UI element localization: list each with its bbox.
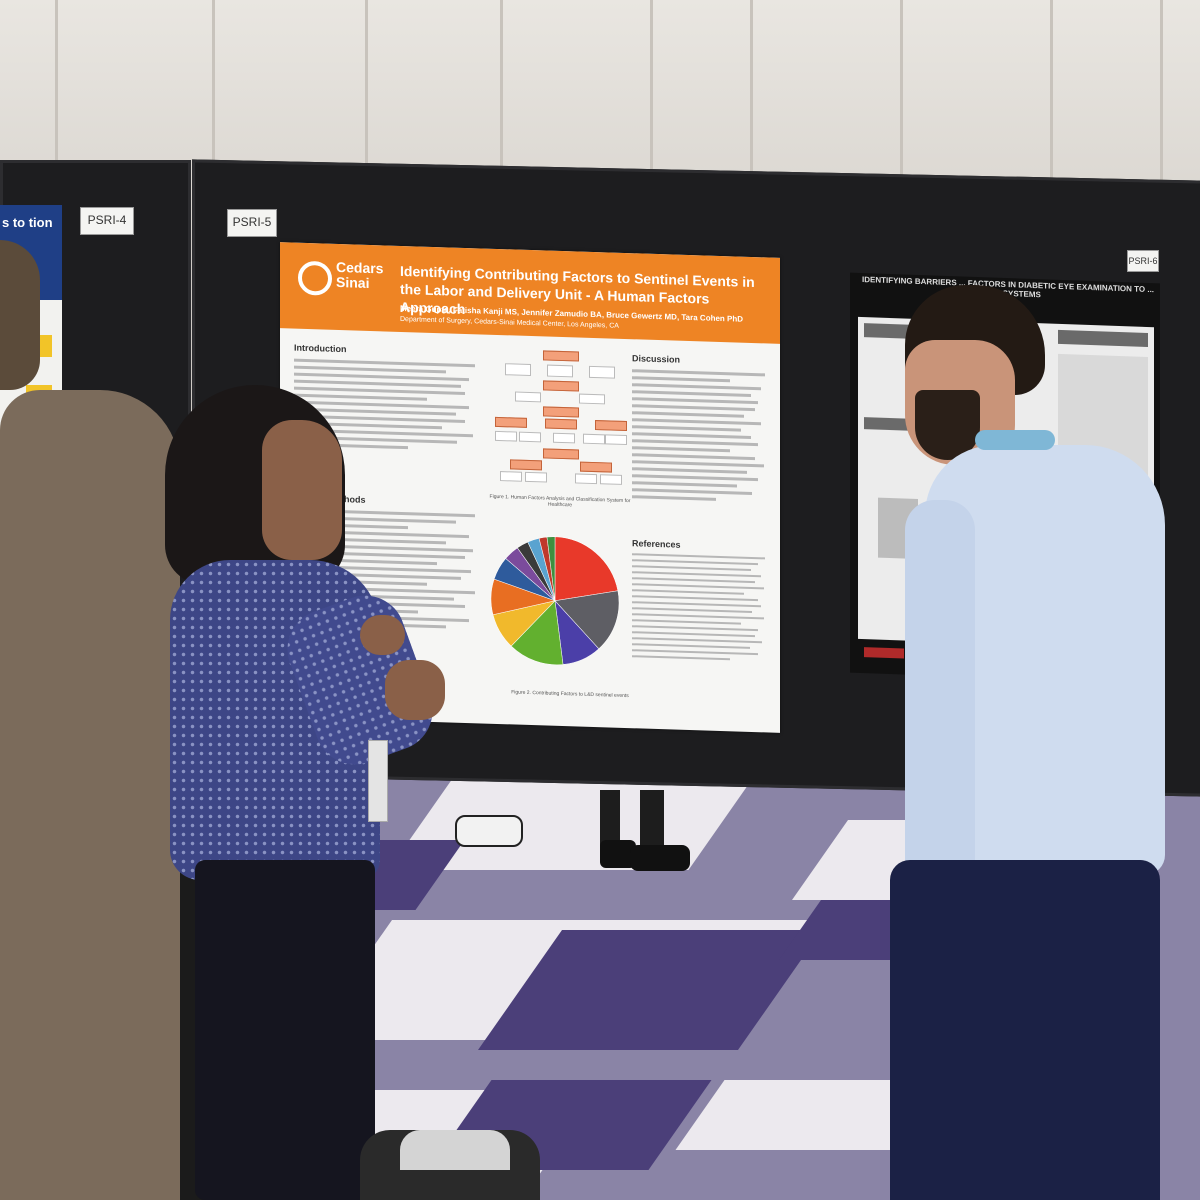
pie-slice: [510, 600, 564, 666]
main-poster: Cedars Sinai Identifying Contributing Fa…: [280, 242, 780, 733]
bag: [400, 1130, 510, 1170]
references-text: [632, 553, 772, 665]
figure1-caption: Figure 1. Human Factors Analysis and Cla…: [489, 493, 631, 509]
pie-slice: [546, 536, 556, 601]
board-tag-right: PSRI-6: [1127, 250, 1159, 272]
presenter-hand: [385, 660, 445, 720]
discussion-text: [632, 369, 772, 506]
figure2-caption: Figure 2. Contributing Factors to L&D se…: [511, 689, 629, 700]
wall-seam: [212, 0, 215, 230]
presenter-face: [262, 420, 342, 560]
wall-seam: [1050, 0, 1053, 230]
lanyard: [975, 430, 1055, 450]
wall-seam: [500, 0, 503, 230]
pie-slice: [554, 590, 620, 650]
person-left: [0, 390, 180, 1200]
presenter-pants: [195, 860, 375, 1200]
hfacs-diagram: [495, 349, 627, 493]
wall-seam: [55, 0, 58, 230]
presenter-hand: [360, 615, 405, 655]
person-left-head: [0, 240, 40, 390]
logo-text: Cedars Sinai: [336, 258, 384, 291]
board-tag-center: PSRI-5: [227, 209, 277, 237]
section-introduction: Introduction: [294, 342, 347, 355]
cedars-sinai-logo-icon: [298, 260, 332, 296]
man-beard: [915, 390, 980, 460]
man-arm: [905, 500, 975, 930]
section-references: References: [632, 538, 681, 550]
wall-seam: [650, 0, 653, 230]
wall-seam: [365, 0, 368, 230]
man-pants: [890, 860, 1160, 1200]
wall-seam: [750, 0, 753, 230]
board-tag-left: PSRI-4: [80, 207, 134, 235]
poster-banner: Cedars Sinai Identifying Contributing Fa…: [280, 242, 780, 344]
badge: [368, 740, 388, 822]
wall-seam: [1160, 0, 1163, 230]
pie-slice: [554, 536, 619, 602]
contributing-factors-pie-chart: [490, 536, 620, 666]
section-discussion: Discussion: [632, 353, 681, 365]
wall-seam: [900, 0, 903, 230]
